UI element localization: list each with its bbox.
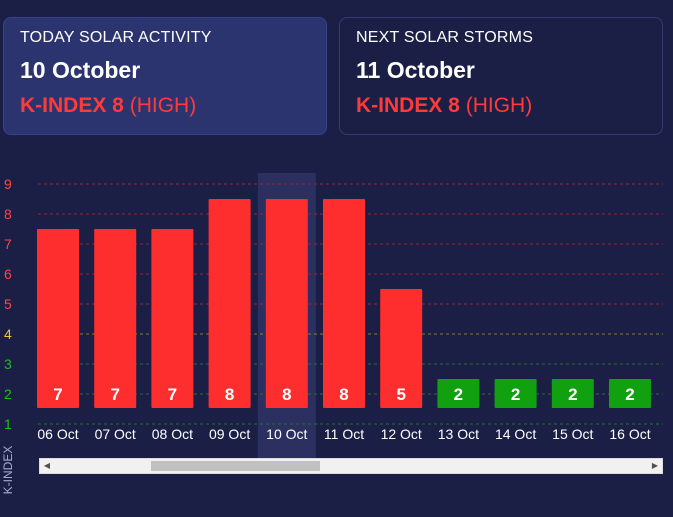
bar [323, 199, 365, 408]
bar [151, 229, 194, 408]
next-k-index: K-INDEX 8 (HIGH) [356, 94, 646, 118]
bar-value-label: 2 [511, 385, 520, 404]
bar-value-label: 8 [282, 385, 291, 404]
y-tick-label: 3 [4, 356, 12, 372]
next-solar-storms-card: NEXT SOLAR STORMS 11 October K-INDEX 8 (… [339, 17, 663, 135]
bar-value-label: 7 [168, 385, 177, 404]
bar-value-label: 2 [625, 385, 634, 404]
bar-value-label: 7 [53, 385, 62, 404]
x-tick-label: 15 Oct [552, 426, 593, 442]
scroll-right-arrow-icon[interactable]: ▶ [651, 461, 659, 470]
next-card-date: 11 October [356, 57, 475, 83]
bar [94, 229, 137, 408]
x-tick-label: 09 Oct [209, 426, 250, 442]
bar [551, 379, 594, 408]
bar [37, 229, 79, 408]
x-tick-label: 14 Oct [495, 426, 536, 442]
x-tick-label: 08 Oct [152, 426, 193, 442]
bar-value-label: 2 [568, 385, 577, 404]
y-tick-label: 1 [4, 416, 12, 432]
bar-value-label: 7 [110, 385, 119, 404]
next-card-label: NEXT SOLAR STORMS [356, 29, 534, 46]
x-tick-label: 07 Oct [95, 426, 136, 442]
y-tick-label: 8 [4, 206, 12, 222]
x-tick-label: 10 Oct [266, 426, 307, 442]
today-k-value: K-INDEX 8 [20, 94, 124, 117]
y-tick-label: 9 [4, 176, 12, 192]
bar [494, 379, 537, 408]
bar-value-label: 8 [225, 385, 234, 404]
bar [437, 379, 480, 408]
bar-value-label: 8 [339, 385, 348, 404]
next-k-value: K-INDEX 8 [356, 94, 460, 117]
bar [208, 199, 251, 408]
y-tick-label: 2 [4, 386, 12, 402]
y-tick-label: 6 [4, 266, 12, 282]
x-tick-label: 16 Oct [609, 426, 650, 442]
bar-value-label: 5 [396, 385, 405, 404]
x-tick-label: 06 Oct [37, 426, 78, 442]
bar-value-label: 2 [454, 385, 463, 404]
y-tick-label: 4 [4, 326, 12, 342]
x-tick-label: 11 Oct [324, 426, 364, 442]
today-card-date: 10 October [20, 57, 141, 83]
today-solar-activity-card: TODAY SOLAR ACTIVITY 10 October K-INDEX … [3, 17, 327, 135]
y-tick-label: 7 [4, 236, 12, 252]
next-k-level: (HIGH) [465, 94, 533, 117]
y-axis-label: K-INDEX [1, 446, 15, 495]
today-k-index: K-INDEX 8 (HIGH) [20, 94, 310, 118]
bar [265, 199, 308, 408]
chart-horizontal-scrollbar[interactable]: ◀ ▶ [39, 458, 663, 474]
today-card-label: TODAY SOLAR ACTIVITY [20, 29, 212, 46]
scrollbar-thumb[interactable] [151, 461, 320, 471]
x-tick-label: 12 Oct [381, 426, 422, 442]
bar [609, 379, 651, 408]
y-tick-label: 5 [4, 296, 12, 312]
bar [380, 289, 423, 408]
scroll-left-arrow-icon[interactable]: ◀ [43, 461, 51, 470]
x-tick-label: 13 Oct [438, 426, 479, 442]
today-k-level: (HIGH) [129, 94, 197, 117]
